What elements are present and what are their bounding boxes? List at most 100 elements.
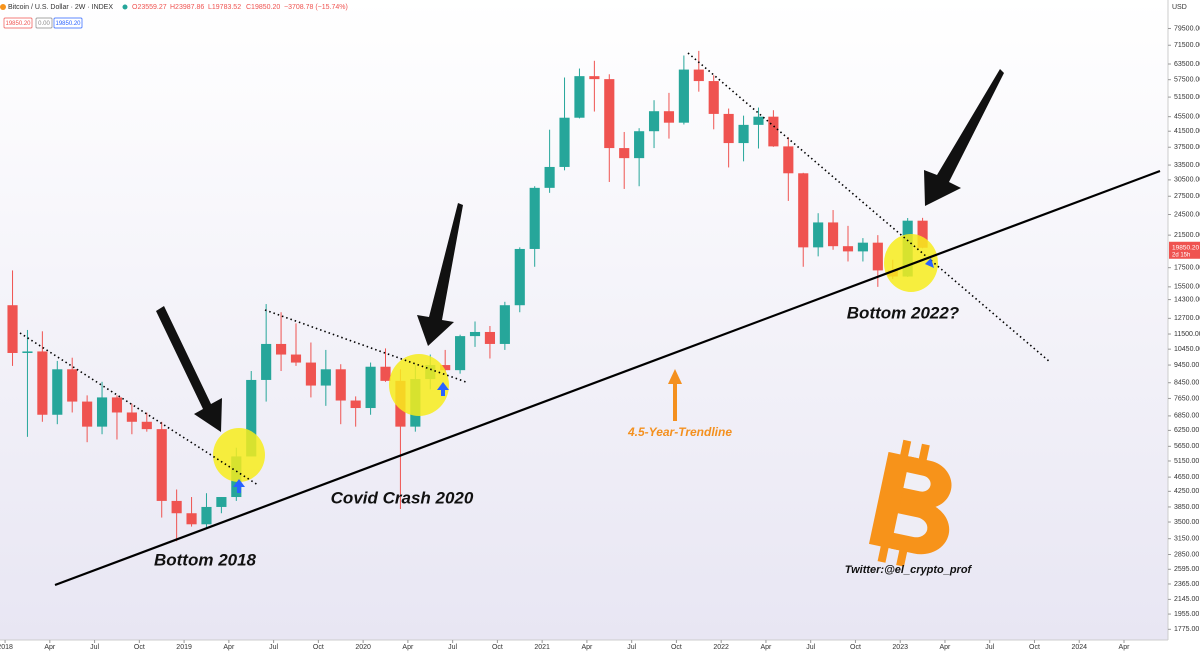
candle-body: [783, 146, 794, 174]
candle-body: [813, 222, 824, 248]
candle-body: [693, 69, 704, 82]
y-tick-label: 17500.00: [1174, 265, 1200, 272]
x-tick-label: 2020: [355, 644, 371, 651]
axis-labels: 79500.00 71500.00 63500.00 57500.00 51500.00…: [0, 25, 1200, 651]
y-tick-label: 8450.00: [1174, 380, 1199, 387]
y-tick-label: 12700.00: [1174, 315, 1200, 322]
x-tick-label: Jul: [985, 644, 994, 651]
y-tick-label: 1775.00: [1174, 626, 1199, 633]
y-tick-label: 4650.00: [1174, 474, 1199, 481]
y-tick-label: 14300.00: [1174, 296, 1200, 303]
candle-body: [320, 369, 331, 386]
x-tick-label: 2022: [713, 644, 729, 651]
x-tick-label: 2019: [176, 644, 192, 651]
ohlc-legend: O23559.27 H23987.86 L19783.52 C19850.20 −370…: [132, 4, 348, 11]
y-tick-label: 6250.00: [1174, 427, 1199, 434]
ohlc-value: H23987.86: [170, 4, 204, 11]
y-tick-label: 45500.00: [1174, 114, 1200, 121]
candle-body: [275, 343, 287, 355]
y-tick-label: 2595.00: [1174, 566, 1199, 573]
candle-body: [186, 513, 197, 525]
candle-body: [455, 336, 466, 371]
x-tick-label: Jul: [806, 644, 815, 651]
x-tick-label: Oct: [1029, 644, 1040, 651]
y-tick-label: 3150.00: [1174, 536, 1199, 543]
candle-body: [634, 131, 645, 159]
x-tick-label: Oct: [313, 644, 324, 651]
marker-arrow: [925, 258, 934, 268]
ohlc-value: O23559.27: [132, 4, 167, 11]
annotation: Twitter:@el_crypto_prof: [845, 564, 973, 576]
candle-body: [708, 81, 719, 114]
candle-body: [753, 116, 764, 125]
candle-body: [350, 400, 361, 409]
candle-body: [126, 412, 137, 422]
candle-body: [559, 117, 570, 167]
candle-body: [768, 116, 779, 147]
y-tick-label: 15500.00: [1174, 284, 1200, 291]
candle-body: [663, 111, 675, 123]
y-tick-label: 51500.00: [1174, 94, 1200, 101]
candle-body: [171, 500, 182, 514]
candle-body: [842, 246, 854, 252]
candle-body: [335, 369, 346, 401]
x-tick-label: 2024: [1071, 644, 1087, 651]
candle-body: [82, 401, 93, 427]
symbol-icon: [0, 4, 6, 10]
y-tick-label: 6850.00: [1174, 413, 1199, 420]
candle-body: [290, 354, 302, 363]
candle-body: [96, 397, 108, 427]
dotted-line: [687, 52, 1051, 363]
drawings: Bottom 2018 Covid Crash 2020 Bottom 2022…: [19, 52, 1161, 587]
dotted-line: [19, 332, 259, 486]
y-tick-label: 27500.00: [1174, 193, 1200, 200]
x-tick-label: Oct: [850, 644, 861, 651]
y-tick-label: 3850.00: [1174, 504, 1199, 511]
x-tick-label: Apr: [223, 644, 235, 651]
price-boxes: 19850.20 0.00 19850.20: [3, 17, 83, 29]
candle-body: [648, 111, 660, 132]
candle-body: [52, 369, 63, 415]
candle-body: [246, 379, 257, 457]
x-tick-label: Jul: [448, 644, 457, 651]
y-tick-label: 79500.00: [1174, 25, 1200, 32]
marker-arrow: [437, 382, 449, 396]
y-tick-label: 11500.00: [1174, 331, 1200, 338]
y-tick-label: 21500.00: [1174, 232, 1200, 239]
price-box: [35, 17, 53, 29]
y-tick-label: 7650.00: [1174, 395, 1199, 402]
x-tick-label: Oct: [671, 644, 682, 651]
arrow: [156, 306, 222, 432]
y-tick-label: 5650.00: [1174, 443, 1199, 450]
price-box-label: 19850.20: [55, 21, 81, 27]
y-tick-label: 2365.00: [1174, 581, 1199, 588]
candle-body: [857, 242, 868, 252]
candle-body: [529, 187, 540, 249]
candle-body: [738, 124, 749, 144]
y-tick-label: 5150.00: [1174, 458, 1199, 465]
ohlc-value: L19783.52: [208, 4, 241, 11]
up-arrow: [668, 369, 682, 421]
bitcoin-logo: [868, 439, 952, 567]
price-axis: [1168, 0, 1200, 653]
y-tick-label: 30500.00: [1174, 177, 1200, 184]
candle-body: [574, 76, 585, 118]
y-tick-label: 24500.00: [1174, 211, 1200, 218]
y-tick-label: 4250.00: [1174, 488, 1199, 495]
x-tick-label: Jul: [90, 644, 99, 651]
x-tick-label: Apr: [1119, 644, 1131, 651]
x-tick-label: Apr: [940, 644, 952, 651]
y-tick-label: 9450.00: [1174, 362, 1199, 369]
candle-body: [678, 69, 689, 123]
candle-body: [201, 506, 212, 525]
candle-body: [484, 331, 496, 344]
y-tick-label: 2145.00: [1174, 596, 1199, 603]
candle-body: [216, 497, 227, 507]
candle-body: [67, 369, 78, 402]
symbol-title: Bitcoin / U.S. Dollar · 2W · INDEX: [8, 4, 113, 11]
price-box: [53, 17, 83, 29]
time-axis: [0, 640, 1200, 653]
